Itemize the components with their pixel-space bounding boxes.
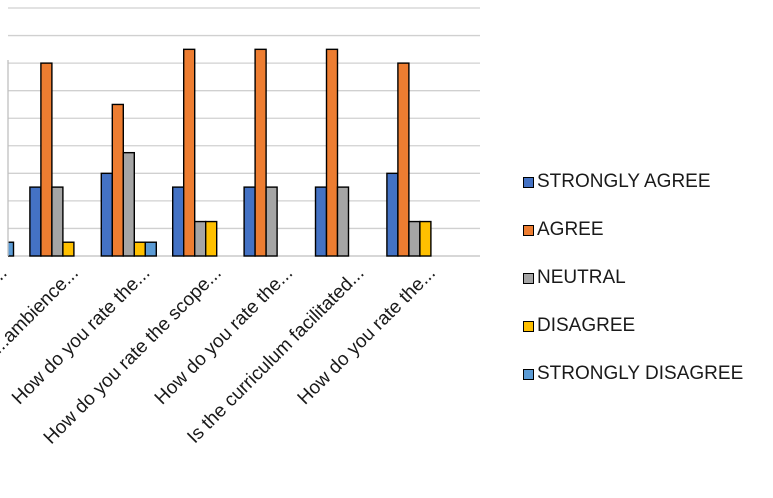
bar-agree	[111, 103, 125, 257]
category-label: How do you rate the...	[151, 263, 297, 409]
legend-item: DISAGREE	[523, 314, 743, 338]
bar-neutral	[193, 220, 207, 257]
bar-strongly-agree	[243, 186, 256, 257]
bar-disagree	[419, 220, 432, 257]
legend-item: STRONGLY AGREE	[523, 170, 743, 194]
legend-item: STRONGLY DISAGREE	[523, 362, 743, 386]
bar-agree	[254, 48, 267, 257]
legend-label: STRONGLY AGREE	[537, 171, 711, 192]
legend-swatch	[523, 320, 534, 332]
chart-legend: STRONGLY AGREE AGREE NEUTRAL DISAGREE STRONG…	[523, 170, 743, 410]
legend-label: STRONGLY DISAGREE	[537, 363, 744, 384]
bar-agree	[40, 62, 53, 257]
bars	[8, 48, 432, 257]
legend-swatch	[523, 368, 534, 380]
legend-swatch	[523, 272, 534, 284]
bar-neutral	[51, 186, 64, 257]
legend-label: AGREE	[537, 219, 604, 240]
legend-item: NEUTRAL	[523, 266, 743, 290]
bar-neutral	[408, 220, 421, 257]
bar-disagree	[62, 241, 75, 257]
bar-neutral	[265, 186, 278, 257]
legend-swatch	[523, 176, 534, 188]
gridlines	[8, 7, 480, 257]
legend-label: NEUTRAL	[537, 267, 626, 288]
bar-agree	[182, 48, 196, 257]
bar-strongly-agree	[171, 186, 185, 257]
category-label: How do you rate the...	[8, 263, 154, 409]
legend-item: AGREE	[523, 218, 743, 242]
bar-strongly-agree	[29, 186, 42, 257]
bar-neutral	[336, 186, 350, 257]
bar-strongly-agree	[100, 172, 114, 257]
category-labels: ...e......ambience...How do you rate the…	[0, 263, 440, 449]
bar-disagree	[204, 220, 218, 257]
bar-strongly-agree	[314, 186, 328, 257]
bar-agree	[397, 62, 410, 257]
bar-strongly-agree	[386, 172, 399, 257]
category-label: How do you rate the...	[294, 263, 440, 409]
bar-neutral	[122, 151, 136, 257]
category-label: ...e...	[0, 263, 12, 308]
bar-strongly-disagree	[8, 241, 15, 257]
bar-agree	[325, 48, 339, 257]
bar-strongly-disagree	[144, 241, 158, 257]
legend-swatch	[523, 224, 534, 236]
bar-disagree	[133, 241, 147, 257]
legend-label: DISAGREE	[537, 315, 636, 336]
